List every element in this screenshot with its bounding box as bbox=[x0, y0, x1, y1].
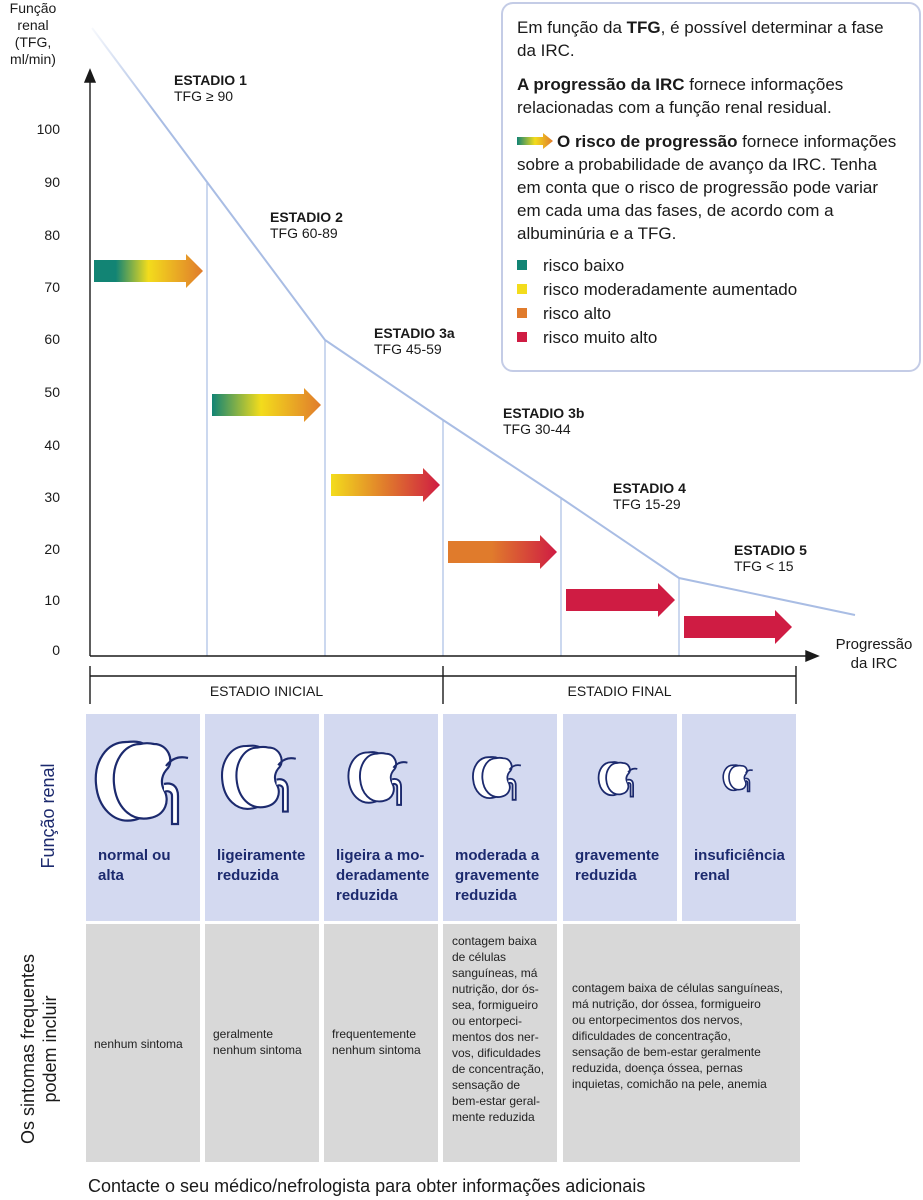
bracket-label-final: ESTADIO FINAL bbox=[567, 683, 672, 699]
stage-label-3a: ESTADIO 3a TFG 45-59 bbox=[374, 325, 455, 357]
y-tick: 0 bbox=[52, 642, 60, 658]
renal-function-side-label: Função renal bbox=[38, 763, 58, 869]
y-tick: 30 bbox=[44, 489, 60, 505]
ckd-progression-chart bbox=[83, 27, 856, 704]
renal-panel-4: moderada a gravemente reduzida bbox=[443, 714, 557, 921]
renal-panel-3: ligeira a mo- deradamente reduzida bbox=[324, 714, 438, 921]
y-tick: 70 bbox=[44, 279, 60, 295]
stage-label-3b: ESTADIO 3b TFG 30-44 bbox=[503, 405, 584, 437]
legend-item: risco muito alto bbox=[517, 325, 905, 349]
x-axis-label: Progressão da IRC bbox=[826, 635, 922, 673]
info-box: Em função da TFG, é possível determinar … bbox=[501, 2, 921, 372]
y-axis-label-line: Função bbox=[9, 0, 57, 16]
legend-item: risco moderadamente aumentado bbox=[517, 277, 905, 301]
symptoms-cell-1: nenhum sintoma bbox=[86, 924, 200, 1162]
info-paragraph-2: A progressão da IRC fornece informações … bbox=[517, 75, 844, 117]
legend-swatch-low bbox=[517, 260, 527, 270]
y-tick: 80 bbox=[44, 227, 60, 243]
stage-range: TFG 45-59 bbox=[374, 341, 442, 357]
symptoms-cell-5: contagem baixa de células sanguíneas, má… bbox=[563, 924, 800, 1162]
renal-panel-6: insuficiência renal bbox=[682, 714, 796, 921]
x-axis-arrowhead bbox=[805, 649, 820, 663]
renal-function-text: gravemente reduzida bbox=[575, 847, 660, 884]
legend-swatch-high bbox=[517, 308, 527, 318]
risk-legend: risco baixo risco moderadamente aumentad… bbox=[517, 253, 905, 349]
kidney-icon bbox=[597, 761, 638, 798]
stage-label-5: ESTADIO 5 TFG < 15 bbox=[734, 542, 807, 574]
renal-function-text: normal ou alta bbox=[98, 847, 171, 884]
stage-label-4: ESTADIO 4 TFG 15-29 bbox=[613, 480, 686, 512]
symptoms-cell-3: frequentemente nenhum sintoma bbox=[324, 924, 438, 1162]
symptoms-cell-4: contagem baixa de células sanguíneas, má… bbox=[443, 924, 557, 1162]
risk-arrows bbox=[94, 254, 792, 644]
stage-title: ESTADIO 2 bbox=[270, 209, 343, 225]
risk-arrow-stage-3a bbox=[331, 468, 440, 502]
stage-title: ESTADIO 1 bbox=[174, 72, 247, 88]
y-axis-label-line: ml/min) bbox=[10, 51, 56, 67]
stage-range: TFG 60-89 bbox=[270, 225, 338, 241]
y-axis-label-line: (TFG, bbox=[14, 34, 52, 50]
renal-panel-5: gravemente reduzida bbox=[563, 714, 677, 921]
symptoms-side-label: Os sintomas frequentes podem incluir bbox=[18, 953, 60, 1145]
y-axis-label-line: renal bbox=[17, 17, 49, 33]
kidney-icon bbox=[722, 764, 753, 793]
axes bbox=[83, 68, 820, 663]
x-axis-label-line: Progressão bbox=[835, 636, 913, 653]
stage-bracket bbox=[89, 666, 797, 704]
stage-title: ESTADIO 4 bbox=[613, 480, 686, 496]
legend-swatch-very-high bbox=[517, 332, 527, 342]
kidney-icon bbox=[221, 744, 297, 813]
stage-title: ESTADIO 5 bbox=[734, 542, 807, 558]
stage-range: TFG 30-44 bbox=[503, 421, 571, 437]
risk-arrow-stage-5 bbox=[684, 610, 792, 644]
symptoms-cell-2: geralmente nenhum sintoma bbox=[205, 924, 319, 1162]
renal-function-text: ligeira a mo- deradamente reduzida bbox=[336, 847, 430, 904]
y-axis-arrowhead bbox=[83, 68, 97, 83]
stage-range: TFG ≥ 90 bbox=[174, 88, 234, 104]
kidney-icon bbox=[347, 751, 408, 806]
stage-range: TFG 15-29 bbox=[613, 496, 681, 512]
renal-function-text: insuficiência renal bbox=[694, 847, 785, 884]
renal-panel-1: normal ou alta bbox=[86, 714, 200, 921]
kidney-icon bbox=[472, 756, 522, 801]
gradient-arrow-icon bbox=[517, 133, 553, 149]
stage-label-2: ESTADIO 2 TFG 60-89 bbox=[270, 209, 343, 241]
y-tick: 60 bbox=[44, 331, 60, 347]
bracket-label-initial: ESTADIO INICIAL bbox=[209, 683, 324, 699]
y-tick: 10 bbox=[44, 592, 60, 608]
y-axis-label: Função renal (TFG, ml/min) bbox=[0, 0, 66, 68]
legend-item: risco alto bbox=[517, 301, 905, 325]
risk-arrow-stage-2 bbox=[212, 388, 321, 422]
vertical-stage-lines bbox=[206, 182, 680, 656]
footer-note: Contacte o seu médico/nefrologista para … bbox=[88, 1176, 646, 1196]
x-axis-label-line: da IRC bbox=[850, 655, 898, 672]
kidney-icon bbox=[94, 740, 189, 826]
legend-item: risco baixo bbox=[517, 253, 905, 277]
gfr-decline-line bbox=[91, 27, 856, 616]
stage-range: TFG < 15 bbox=[734, 558, 794, 574]
y-tick: 40 bbox=[44, 437, 60, 453]
stage-label-1: ESTADIO 1 TFG ≥ 90 bbox=[174, 72, 247, 104]
y-tick: 100 bbox=[36, 121, 60, 137]
y-tick: 50 bbox=[44, 384, 60, 400]
renal-function-text: moderada a gravemente reduzida bbox=[455, 847, 540, 904]
y-tick: 90 bbox=[44, 174, 60, 190]
risk-arrow-stage-3b bbox=[448, 535, 557, 569]
stage-title: ESTADIO 3b bbox=[503, 405, 585, 421]
info-paragraph-3: O risco de progressão fornece informaçõe… bbox=[517, 132, 897, 243]
y-tick: 20 bbox=[44, 541, 60, 557]
renal-panel-2: ligeiramente reduzida bbox=[205, 714, 319, 921]
risk-arrow-stage-1 bbox=[94, 254, 203, 288]
legend-swatch-moderate bbox=[517, 284, 527, 294]
risk-arrow-stage-4 bbox=[566, 583, 675, 617]
stage-title: ESTADIO 3a bbox=[374, 325, 455, 341]
renal-function-text: ligeiramente reduzida bbox=[217, 847, 306, 884]
info-paragraph-1: Em função da TFG, é possível determinar … bbox=[517, 18, 884, 60]
